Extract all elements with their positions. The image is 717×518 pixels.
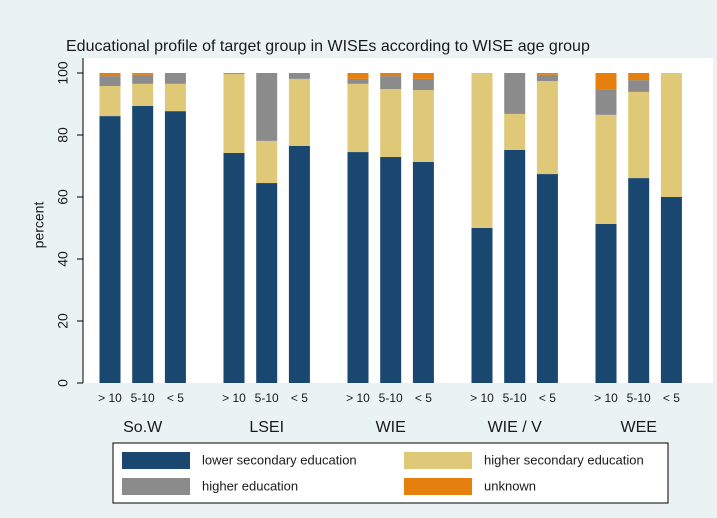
bar-segment bbox=[347, 78, 369, 84]
y-tick-label: 40 bbox=[55, 251, 71, 267]
bar-segment bbox=[412, 73, 434, 79]
bar-segment bbox=[471, 228, 493, 383]
bar-segment bbox=[132, 73, 154, 75]
x-tick-label: 5-10 bbox=[379, 391, 403, 405]
bar-segment bbox=[536, 81, 558, 175]
x-tick-label: > 10 bbox=[98, 391, 122, 405]
legend-label: lower secondary education bbox=[202, 452, 357, 467]
x-tick-label: 5-10 bbox=[131, 391, 155, 405]
group-label: WIE bbox=[376, 419, 406, 436]
bar-segment bbox=[595, 114, 617, 224]
bar-segment bbox=[132, 105, 154, 384]
bar-segment bbox=[628, 73, 650, 81]
bar-segment bbox=[504, 149, 526, 383]
legend-swatch bbox=[122, 452, 190, 469]
bar-segment bbox=[256, 73, 278, 141]
bar-segment bbox=[99, 76, 121, 87]
y-tick-label: 0 bbox=[55, 379, 71, 387]
bar-segment bbox=[380, 76, 402, 90]
x-tick-label: 5-10 bbox=[627, 391, 651, 405]
bar-segment bbox=[132, 83, 154, 106]
legend-label: higher education bbox=[202, 478, 298, 493]
bar-segment bbox=[628, 80, 650, 92]
bar-segment bbox=[660, 197, 682, 383]
bar-segment bbox=[288, 78, 310, 146]
bar-segment bbox=[504, 113, 526, 150]
bar-segment bbox=[536, 73, 558, 75]
bar-segment bbox=[628, 91, 650, 179]
bar-segment bbox=[288, 145, 310, 383]
y-tick-label: 60 bbox=[55, 189, 71, 205]
x-tick-label: > 10 bbox=[222, 391, 246, 405]
bar-segment bbox=[380, 89, 402, 158]
x-tick-label: < 5 bbox=[291, 391, 308, 405]
group-label: WIE / V bbox=[488, 419, 543, 436]
legend bbox=[112, 442, 669, 504]
bar-segment bbox=[595, 223, 617, 383]
bar-segment bbox=[595, 89, 617, 115]
bar-segment bbox=[536, 174, 558, 383]
legend-label: unknown bbox=[484, 478, 536, 493]
bar-segment bbox=[504, 73, 526, 114]
bar-segment bbox=[288, 73, 310, 79]
bar-segment bbox=[628, 178, 650, 383]
y-tick-label: 80 bbox=[55, 127, 71, 143]
bar-segment bbox=[347, 152, 369, 383]
bar-segment bbox=[412, 78, 434, 91]
chart-title: Educational profile of target group in W… bbox=[66, 38, 590, 55]
bar-segment bbox=[132, 74, 154, 84]
bar-segment bbox=[164, 73, 186, 84]
group-label: So.W bbox=[123, 419, 163, 436]
bar-segment bbox=[164, 83, 186, 112]
legend-label: higher secondary education bbox=[484, 452, 644, 467]
bar-segment bbox=[471, 73, 493, 228]
x-tick-label: 5-10 bbox=[503, 391, 527, 405]
legend-swatch bbox=[404, 478, 472, 495]
x-tick-label: < 5 bbox=[415, 391, 432, 405]
bar-segment bbox=[380, 73, 402, 77]
x-tick-label: < 5 bbox=[539, 391, 556, 405]
bar-segment bbox=[223, 73, 245, 153]
x-tick-label: 5-10 bbox=[255, 391, 279, 405]
group-label: LSEI bbox=[249, 419, 284, 436]
x-tick-label: < 5 bbox=[167, 391, 184, 405]
bar-segment bbox=[99, 73, 121, 77]
bar-segment bbox=[412, 90, 434, 162]
x-tick-label: < 5 bbox=[663, 391, 680, 405]
bar-segment bbox=[256, 183, 278, 383]
bar-segment bbox=[380, 157, 402, 383]
y-tick-label: 20 bbox=[55, 313, 71, 329]
bar-segment bbox=[660, 73, 682, 197]
legend-swatch bbox=[122, 478, 190, 495]
x-tick-label: > 10 bbox=[470, 391, 494, 405]
y-axis-label: percent bbox=[31, 202, 47, 249]
group-label: WEE bbox=[620, 419, 656, 436]
bar-segment bbox=[223, 73, 245, 74]
bar-segment bbox=[99, 116, 121, 383]
x-tick-label: > 10 bbox=[346, 391, 370, 405]
bar-segment bbox=[412, 161, 434, 383]
bar-segment bbox=[256, 140, 278, 184]
bar-segment bbox=[595, 73, 617, 90]
x-tick-label: > 10 bbox=[594, 391, 618, 405]
bar-segment bbox=[536, 74, 558, 82]
bar-segment bbox=[99, 86, 121, 117]
bar-segment bbox=[347, 83, 369, 153]
bar-segment bbox=[223, 152, 245, 383]
y-tick-label: 100 bbox=[55, 61, 71, 85]
bar-segment bbox=[347, 73, 369, 79]
bar-segment bbox=[164, 111, 186, 383]
legend-swatch bbox=[404, 452, 472, 469]
